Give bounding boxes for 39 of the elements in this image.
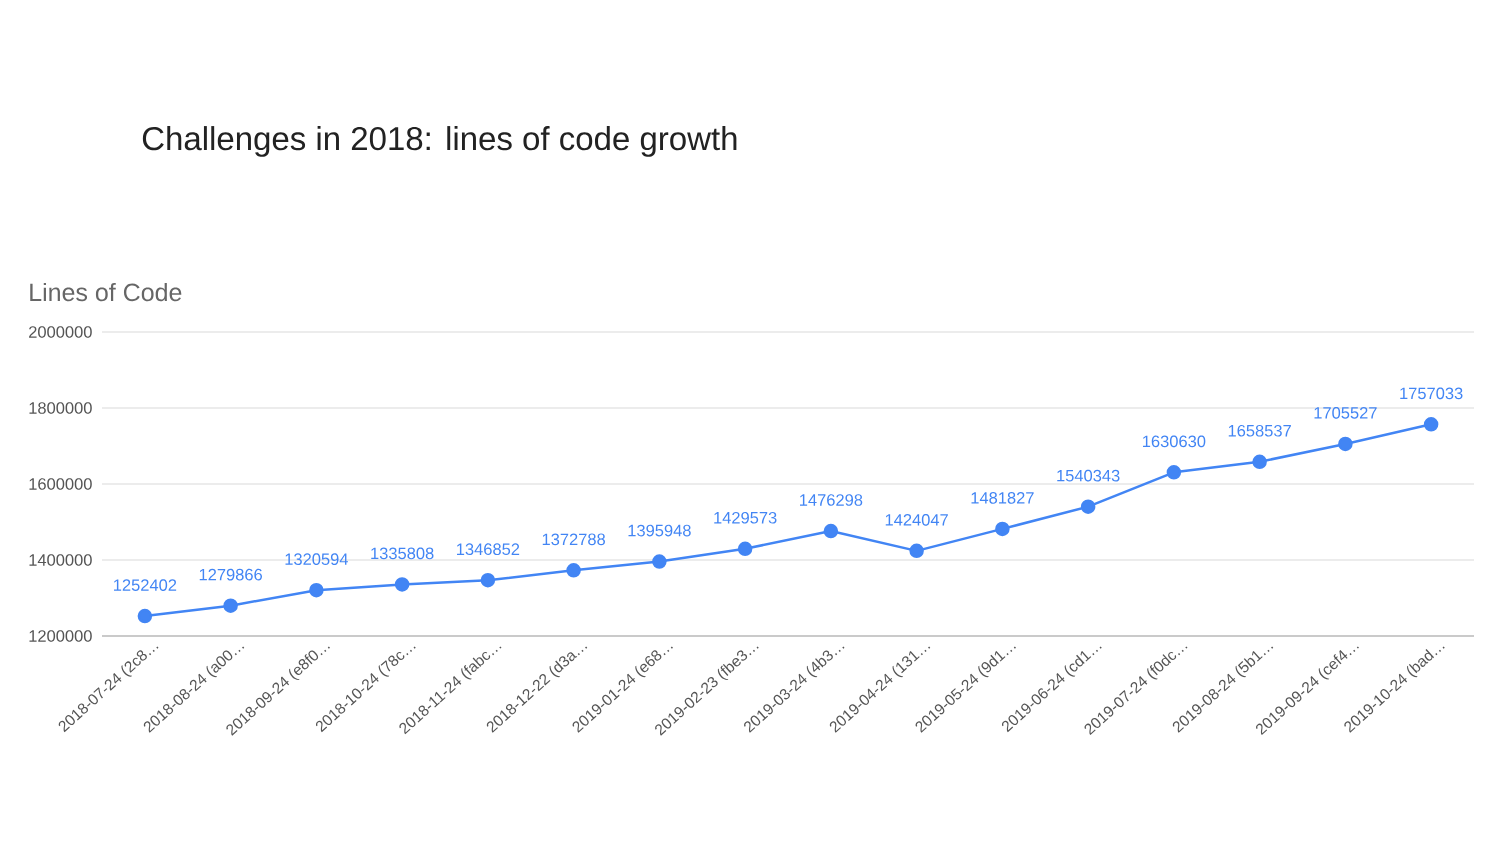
data-label: 1476298 (800, 494, 863, 506)
point (566, 563, 581, 578)
point (1423, 417, 1439, 432)
point (1338, 436, 1353, 452)
point (737, 541, 753, 557)
point (137, 608, 153, 624)
data-label: 1372788 (542, 533, 606, 546)
y-tick-label: 1800000 (29, 402, 92, 414)
point (480, 572, 496, 588)
data-label: 1424047 (885, 514, 948, 526)
data-label: 1757033 (1400, 387, 1463, 400)
data-label: 1429573 (714, 511, 777, 524)
point (1252, 454, 1267, 470)
y-tick-label: 1600000 (29, 478, 92, 490)
data-label: 1252402 (114, 579, 177, 591)
data-label: 1658537 (1228, 424, 1291, 437)
y-tick-label: 2000000 (29, 326, 92, 338)
point (652, 554, 667, 569)
data-label: 1481827 (971, 492, 1034, 504)
y-axis-title: Lines of Code (30, 282, 182, 302)
data-label: 1346852 (457, 543, 520, 556)
point (394, 577, 410, 592)
data-label: 1630630 (1143, 435, 1206, 448)
point (823, 523, 839, 539)
point (309, 582, 324, 598)
point (223, 598, 238, 613)
chart-title: Challenges in 2018: lines of code growth (142, 126, 737, 157)
data-label: 1335808 (371, 547, 434, 560)
point (1166, 465, 1182, 480)
data-label: 1540343 (1057, 469, 1120, 482)
point (909, 543, 924, 559)
data-label: 1320594 (285, 553, 348, 566)
point (1080, 499, 1096, 514)
data-label: 1279866 (199, 568, 263, 581)
point (995, 521, 1010, 537)
data-label: 1705527 (1314, 407, 1377, 419)
data-label: 1395948 (628, 524, 691, 537)
y-tick-label: 1400000 (29, 554, 92, 566)
y-tick-label: 1200000 (29, 630, 92, 642)
